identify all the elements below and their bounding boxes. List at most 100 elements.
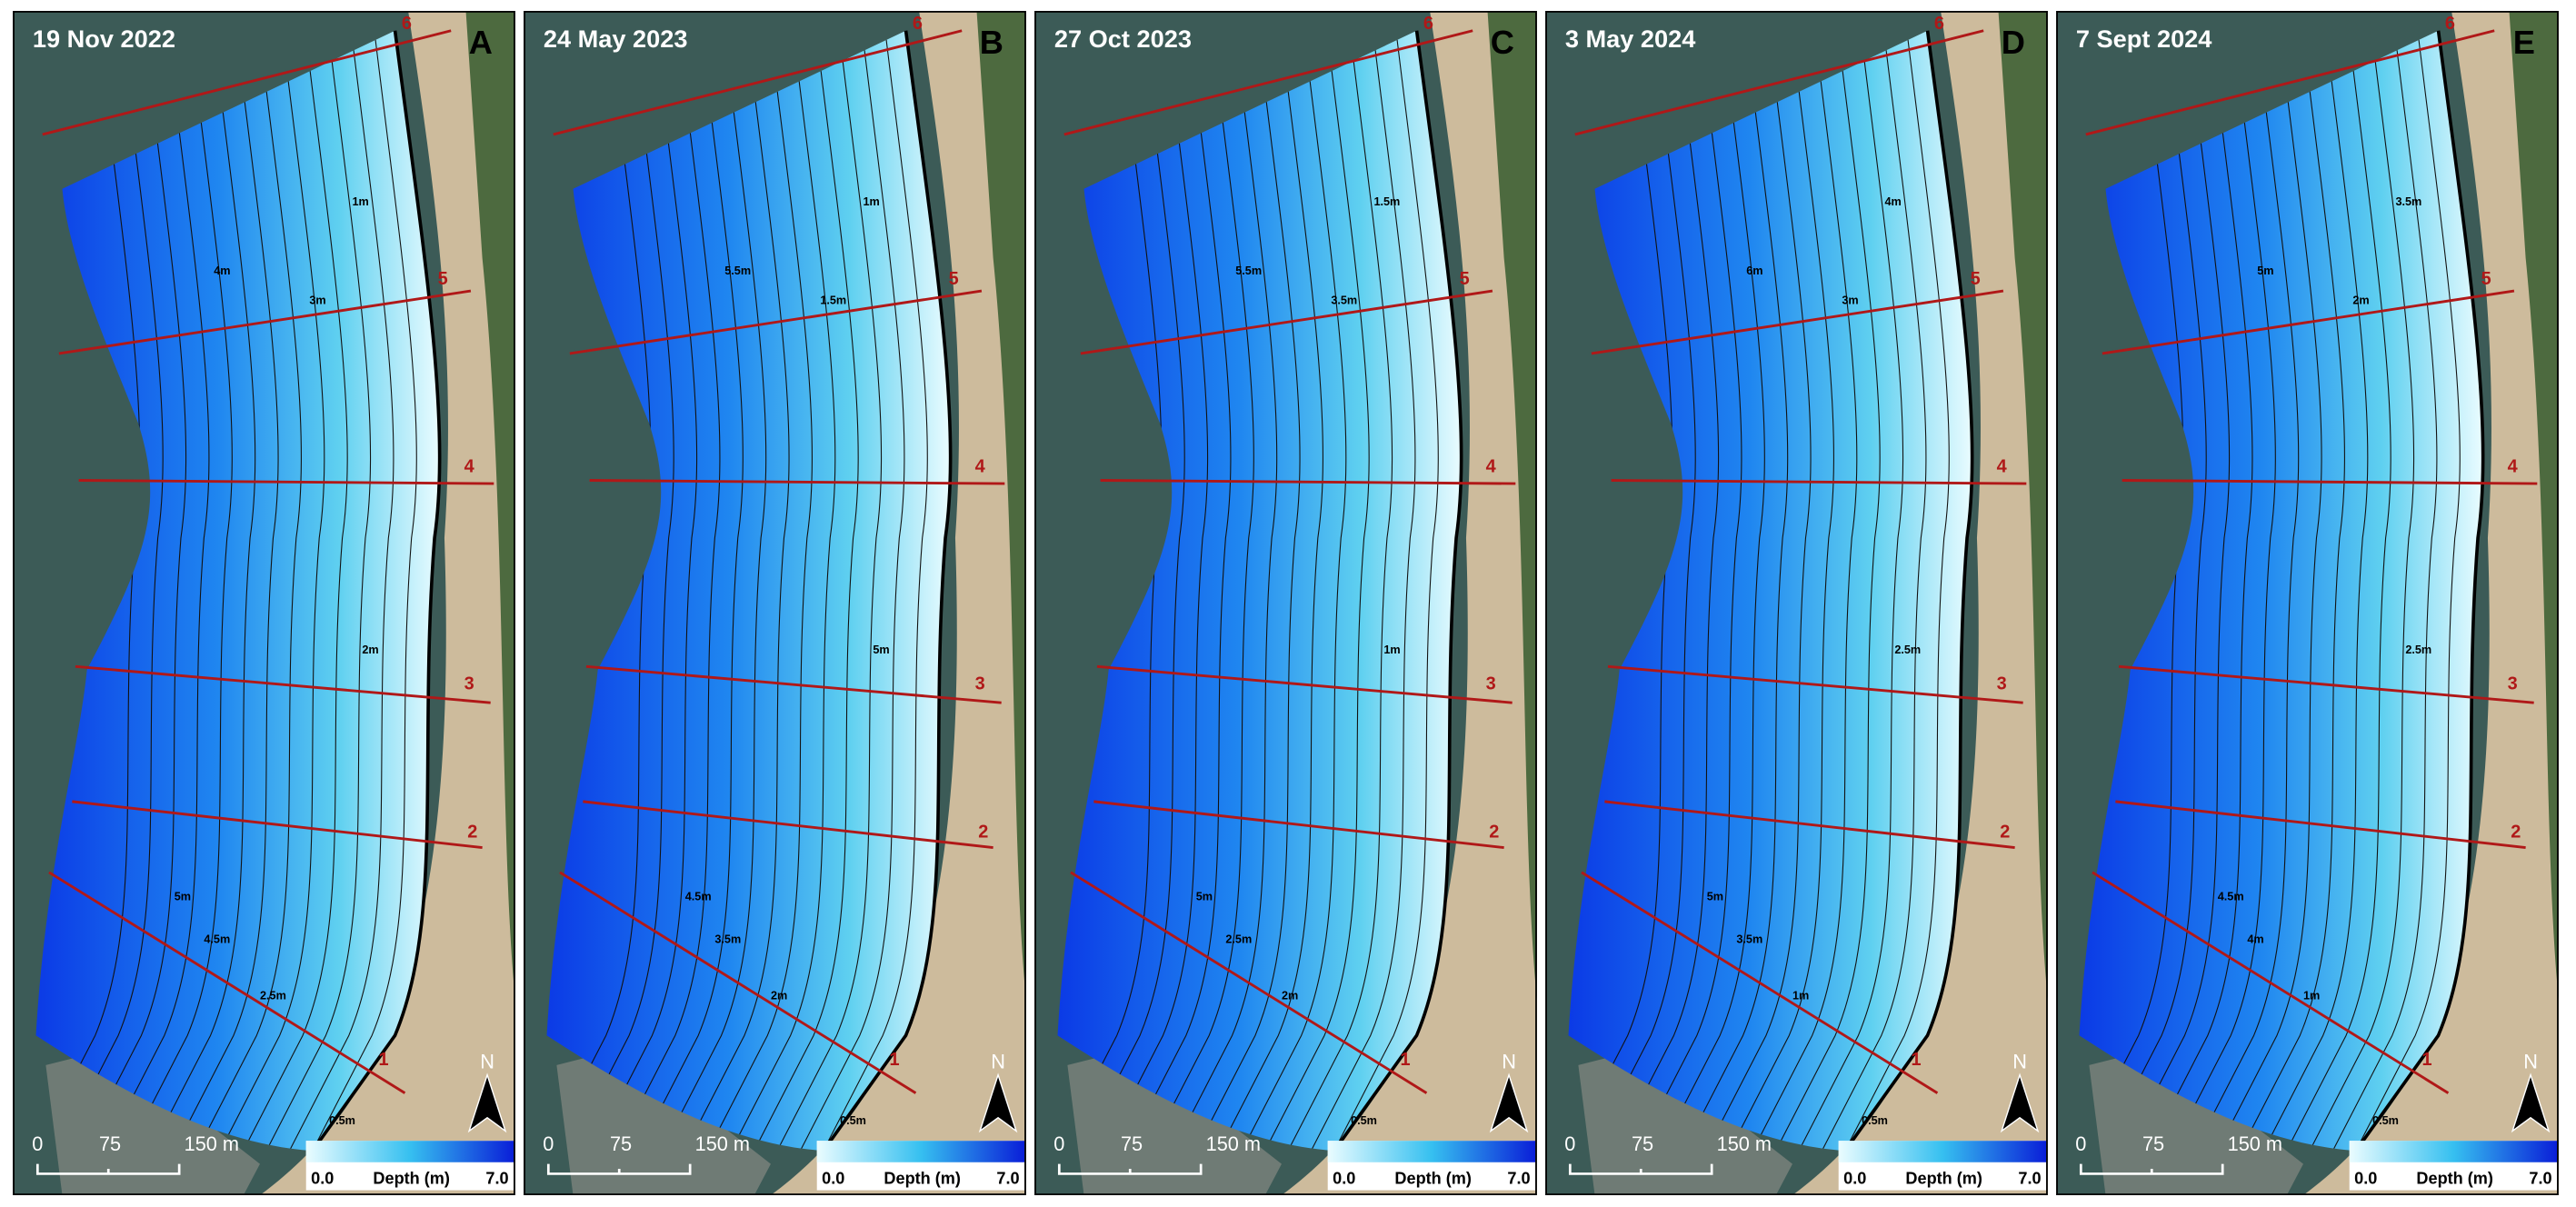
profile-number: 6	[402, 14, 412, 34]
profile-number: 3	[975, 674, 985, 694]
scale-label: 0	[1564, 1132, 1575, 1155]
profile-number: 3	[1997, 674, 2007, 694]
contours	[35, 30, 440, 1152]
profile-number: 3	[464, 674, 474, 694]
profile-line	[2122, 479, 2538, 485]
legend-max: 7.0	[2529, 1169, 2551, 1187]
profile-number: 4	[464, 456, 474, 476]
contour-label: 2.5m	[260, 989, 286, 1002]
contour-line	[196, 30, 325, 1152]
profile-number: 6	[913, 14, 923, 34]
north-label: N	[2523, 1050, 2538, 1072]
map-panel: 4m 3m 1m 2m 5m 4.5m 2.5m 0.5m 1 2 3 4 5 6 19 Nov 2022 A…	[13, 11, 515, 1195]
contour-label: 5m	[1707, 891, 1723, 903]
panel-date: 19 Nov 2022	[33, 25, 175, 53]
profile-number: 5	[1971, 269, 1981, 289]
contour-line	[1126, 30, 1254, 1152]
profile-number: 2	[2000, 823, 2010, 843]
contour-label: 0.5m	[2372, 1114, 2399, 1127]
legend-colorbar	[816, 1141, 1025, 1162]
profile-line	[2085, 29, 2495, 136]
panel-border	[1545, 11, 2048, 1195]
panel-letter: D	[2002, 24, 2025, 61]
profile-number: 1	[889, 1050, 899, 1070]
scale-bar	[546, 1163, 692, 1175]
profile-line	[42, 29, 452, 136]
scale-label: 150 m	[1206, 1132, 1261, 1155]
profile-number: 3	[1486, 674, 1496, 694]
contour-line	[127, 30, 256, 1152]
legend-title: Depth (m)	[1905, 1169, 1982, 1187]
contour-label: 3.5m	[1736, 933, 1762, 946]
legend-min: 0.0	[822, 1169, 844, 1187]
shoreline	[2354, 30, 2485, 1152]
contours	[1568, 30, 1972, 1152]
legend-colorbar	[2349, 1141, 2558, 1162]
contour-line	[1172, 30, 1301, 1152]
panel-letter: E	[2513, 24, 2535, 61]
profile-number: 2	[1489, 823, 1499, 843]
contour-line	[1706, 30, 1834, 1152]
contour-label: 3m	[1842, 294, 1858, 307]
profile-line	[2102, 289, 2515, 355]
legend-max: 7.0	[2018, 1169, 2041, 1187]
profile-number: 6	[1423, 14, 1433, 34]
contour-line	[1568, 30, 1696, 1152]
contour-label: 1m	[2303, 989, 2320, 1002]
contours	[546, 30, 951, 1152]
map-panel: 6m 3m 4m 2.5m 5m 3.5m 1m 0.5m 1 2 3 4 5 6 3 May 2024 D N…	[1545, 11, 2048, 1195]
scale-label: 0	[543, 1132, 554, 1155]
profile-line	[2118, 664, 2534, 704]
panel-date: 7 Sept 2024	[2076, 25, 2212, 53]
contour-line	[2240, 30, 2369, 1152]
scale-label: 75	[99, 1132, 121, 1155]
legend-colorbar	[1838, 1141, 2047, 1162]
jetty	[2089, 1048, 2303, 1195]
contour-line	[1752, 30, 1881, 1152]
profile-line	[1581, 871, 1939, 1094]
profile-line	[1080, 289, 1493, 355]
north-arrow	[978, 1072, 1018, 1133]
contour-line	[150, 30, 279, 1152]
contour-label: 5m	[175, 891, 191, 903]
scale-bar	[1568, 1163, 1713, 1175]
profile-line	[1611, 479, 2027, 485]
contour-line	[1218, 30, 1347, 1152]
contour-line	[546, 30, 674, 1152]
profile-number: 1	[378, 1050, 388, 1070]
contour-line	[1660, 30, 1789, 1152]
contour-line	[1080, 30, 1209, 1152]
north-label: N	[1502, 1050, 1516, 1072]
beach	[1792, 11, 2048, 1195]
panel-border	[1034, 11, 1537, 1195]
vegetation	[2509, 11, 2559, 1000]
contour-line	[265, 30, 394, 1152]
profile-line	[1574, 29, 1984, 136]
legend-min: 0.0	[2354, 1169, 2377, 1187]
beach	[2302, 11, 2559, 1195]
jetty	[45, 1048, 260, 1195]
panel-border	[13, 11, 515, 1195]
contour-line	[707, 30, 836, 1152]
contour-label: 1.5m	[820, 294, 846, 307]
profile-number: 4	[1486, 456, 1496, 476]
contour-line	[754, 30, 883, 1152]
contour-line	[638, 30, 767, 1152]
contour-label: 2m	[1282, 989, 1298, 1002]
contour-label: 4m	[1884, 195, 1901, 208]
profile-number: 4	[1997, 456, 2007, 476]
contour-label: 5m	[2257, 264, 2273, 277]
scale-bar	[1057, 1163, 1203, 1175]
north-label: N	[480, 1050, 494, 1072]
profile-line	[1607, 664, 2023, 704]
legend-max: 7.0	[1507, 1169, 1530, 1187]
panel-border	[524, 11, 1026, 1195]
contour-line	[1264, 30, 1393, 1152]
profile-line	[569, 289, 983, 355]
profile-number: 6	[2445, 14, 2455, 34]
vegetation	[1487, 11, 1537, 1000]
profile-line	[1096, 664, 1513, 704]
map-panel: 5.5m 3.5m 1.5m 1m 5m 2.5m 2m 0.5m 1 2 3 4 5 6 27 Oct 2…	[1034, 11, 1537, 1195]
contour-line	[1195, 30, 1323, 1152]
contour-label: 3.5m	[1331, 294, 1357, 307]
